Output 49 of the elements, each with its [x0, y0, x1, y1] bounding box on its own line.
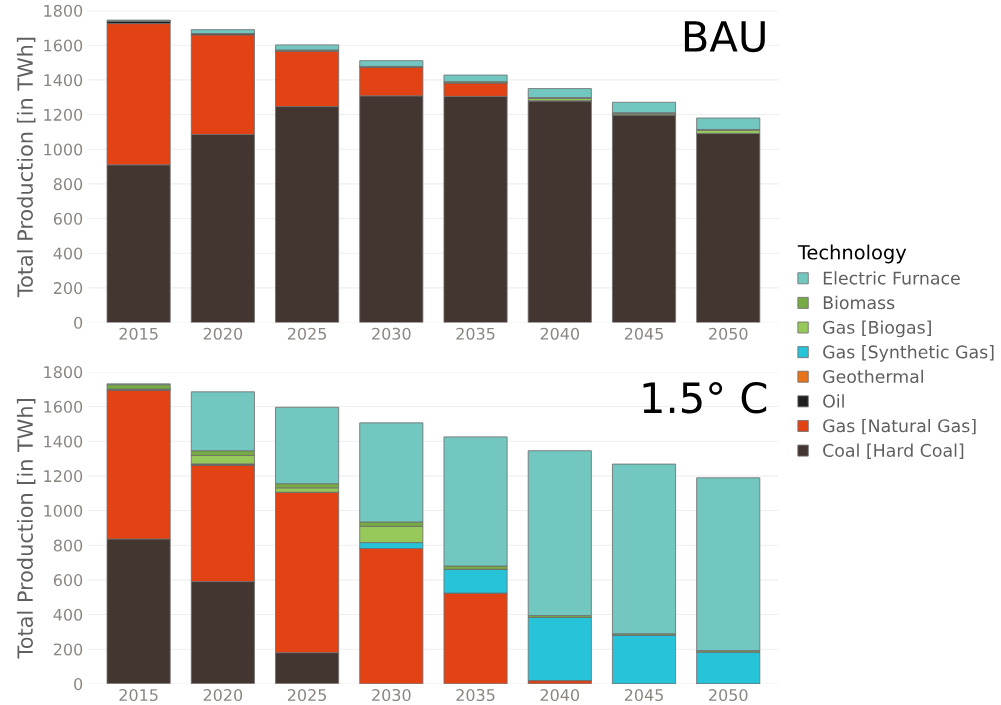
y-tick-label: 800 — [53, 539, 83, 552]
legend-label: Biomass — [823, 295, 895, 310]
y-tick-label: 1800 — [44, 4, 83, 17]
x-tick-label: 2040 — [540, 327, 580, 340]
y-tick-label: 400 — [53, 608, 83, 621]
legend-label: Coal [Hard Coal] — [823, 443, 964, 459]
chart-title: 1.5° C — [643, 381, 767, 414]
x-tick-label: 2015 — [119, 688, 158, 702]
legend-label: Gas [Natural Gas] — [823, 418, 976, 435]
legend-label: Geothermal — [823, 369, 923, 384]
y-tick-label: 1000 — [44, 504, 83, 517]
y-axis-title: Total Production [in TWh] — [16, 37, 36, 298]
x-tick-label: 2020 — [203, 688, 243, 702]
y-tick-label: 1000 — [44, 143, 83, 156]
y-tick-label: 1800 — [44, 366, 83, 379]
x-tick-label: 2050 — [709, 327, 748, 340]
x-tick-label: 2030 — [372, 327, 411, 340]
y-tick-label: 1600 — [44, 39, 83, 52]
x-tick-label: 2040 — [540, 688, 580, 702]
y-tick-label: 0 — [74, 316, 83, 329]
y-tick-label: 400 — [53, 247, 83, 260]
y-tick-label: 800 — [53, 178, 83, 191]
x-tick-label: 2035 — [456, 327, 495, 340]
x-tick-label: 2020 — [203, 327, 243, 340]
y-tick-label: 600 — [53, 574, 83, 587]
y-tick-label: 1200 — [44, 108, 83, 121]
y-tick-label: 1400 — [44, 435, 83, 448]
x-tick-label: 2045 — [624, 688, 663, 702]
y-tick-label: 200 — [53, 282, 83, 295]
y-tick-label: 200 — [53, 643, 83, 656]
chart-title: BAU — [684, 21, 765, 53]
y-tick-label: 1600 — [44, 400, 83, 413]
y-tick-label: 1400 — [44, 74, 83, 87]
legend-label: Oil — [823, 394, 844, 408]
legend-label: Electric Furnace — [823, 271, 960, 285]
legend-title: Technology — [797, 244, 907, 264]
x-tick-label: 2025 — [287, 688, 327, 702]
y-tick-label: 1200 — [44, 470, 83, 483]
legend-label: Gas [Synthetic Gas] — [823, 345, 994, 362]
x-tick-label: 2035 — [456, 688, 495, 702]
y-axis-title: Total Production [in TWh] — [16, 399, 36, 659]
x-tick-label: 2045 — [624, 327, 663, 340]
y-tick-label: 0 — [74, 678, 83, 691]
x-tick-label: 2030 — [372, 688, 411, 702]
legend-label: Gas [Biogas] — [823, 320, 931, 338]
x-tick-label: 2015 — [119, 327, 158, 340]
x-tick-label: 2025 — [287, 327, 327, 340]
x-tick-label: 2050 — [709, 688, 748, 702]
y-tick-label: 600 — [53, 212, 83, 225]
